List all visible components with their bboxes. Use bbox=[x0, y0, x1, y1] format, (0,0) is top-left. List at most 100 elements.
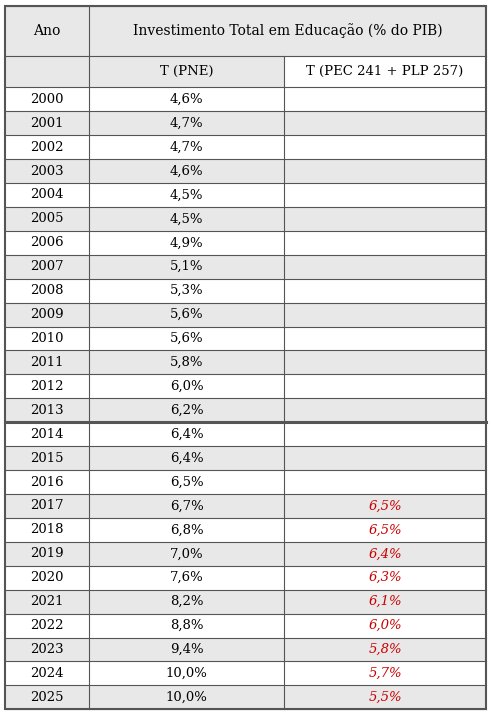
Bar bbox=[284, 302, 486, 327]
Bar bbox=[5, 375, 89, 398]
Text: 2022: 2022 bbox=[30, 619, 64, 632]
Text: 5,8%: 5,8% bbox=[368, 643, 402, 656]
Bar bbox=[5, 590, 89, 613]
Text: 2024: 2024 bbox=[30, 667, 64, 680]
Bar bbox=[284, 183, 486, 207]
Text: 2016: 2016 bbox=[30, 475, 64, 488]
Text: 2021: 2021 bbox=[30, 595, 64, 608]
Text: 5,1%: 5,1% bbox=[170, 260, 203, 273]
Bar bbox=[284, 159, 486, 183]
Bar bbox=[284, 135, 486, 159]
Text: 2003: 2003 bbox=[30, 164, 64, 177]
Bar bbox=[5, 398, 89, 423]
Bar bbox=[284, 542, 486, 566]
Text: 5,5%: 5,5% bbox=[368, 691, 402, 704]
Text: 10,0%: 10,0% bbox=[165, 667, 208, 680]
Bar bbox=[5, 638, 89, 661]
Bar bbox=[89, 470, 284, 494]
Text: 2019: 2019 bbox=[30, 547, 64, 561]
Text: 2013: 2013 bbox=[30, 404, 64, 417]
Bar bbox=[89, 398, 284, 423]
Text: 2015: 2015 bbox=[30, 452, 64, 465]
Bar bbox=[5, 446, 89, 470]
Bar bbox=[89, 566, 284, 590]
Text: 8,8%: 8,8% bbox=[170, 619, 203, 632]
Bar bbox=[89, 423, 284, 446]
Bar bbox=[5, 613, 89, 638]
Text: 5,6%: 5,6% bbox=[170, 308, 203, 321]
Bar bbox=[284, 590, 486, 613]
Bar bbox=[5, 231, 89, 255]
Bar bbox=[5, 686, 89, 709]
Text: 2023: 2023 bbox=[30, 643, 64, 656]
Text: Ano: Ano bbox=[33, 24, 61, 38]
Text: 4,9%: 4,9% bbox=[170, 237, 203, 250]
Bar bbox=[89, 6, 486, 56]
Bar bbox=[89, 56, 284, 87]
Bar bbox=[284, 470, 486, 494]
Bar bbox=[284, 207, 486, 231]
Bar bbox=[284, 494, 486, 518]
Text: 4,5%: 4,5% bbox=[170, 189, 203, 202]
Text: 2012: 2012 bbox=[30, 380, 64, 393]
Bar bbox=[284, 327, 486, 350]
Bar bbox=[284, 255, 486, 279]
Bar bbox=[89, 231, 284, 255]
Text: 6,8%: 6,8% bbox=[170, 523, 203, 536]
Bar bbox=[89, 494, 284, 518]
Text: 6,4%: 6,4% bbox=[170, 428, 203, 440]
Text: 2007: 2007 bbox=[30, 260, 64, 273]
Bar bbox=[5, 661, 89, 686]
Text: 4,7%: 4,7% bbox=[170, 141, 203, 154]
Bar bbox=[89, 542, 284, 566]
Bar bbox=[5, 159, 89, 183]
Bar bbox=[89, 159, 284, 183]
Bar bbox=[89, 135, 284, 159]
Text: T (PEC 241 + PLP 257): T (PEC 241 + PLP 257) bbox=[306, 65, 464, 79]
Bar bbox=[89, 350, 284, 375]
Text: 4,5%: 4,5% bbox=[170, 212, 203, 225]
Bar bbox=[5, 6, 89, 56]
Text: 6,5%: 6,5% bbox=[368, 500, 402, 513]
Bar bbox=[89, 87, 284, 112]
Text: 6,0%: 6,0% bbox=[368, 619, 402, 632]
Bar bbox=[5, 112, 89, 135]
Text: 2000: 2000 bbox=[30, 93, 64, 106]
Bar bbox=[5, 494, 89, 518]
Text: 2018: 2018 bbox=[30, 523, 64, 536]
Text: 9,4%: 9,4% bbox=[170, 643, 203, 656]
Text: 2014: 2014 bbox=[30, 428, 64, 440]
Bar bbox=[5, 135, 89, 159]
Bar bbox=[89, 613, 284, 638]
Bar bbox=[5, 518, 89, 542]
Text: 4,7%: 4,7% bbox=[170, 117, 203, 129]
Bar bbox=[284, 613, 486, 638]
Bar bbox=[5, 207, 89, 231]
Bar bbox=[5, 302, 89, 327]
Bar bbox=[89, 207, 284, 231]
Text: 4,6%: 4,6% bbox=[170, 93, 203, 106]
Text: 6,4%: 6,4% bbox=[368, 547, 402, 561]
Text: 6,5%: 6,5% bbox=[170, 475, 203, 488]
Bar bbox=[284, 446, 486, 470]
Bar bbox=[284, 279, 486, 302]
Bar bbox=[284, 566, 486, 590]
Text: 6,1%: 6,1% bbox=[368, 595, 402, 608]
Text: 6,0%: 6,0% bbox=[170, 380, 203, 393]
Bar bbox=[284, 56, 486, 87]
Bar bbox=[5, 87, 89, 112]
Bar bbox=[5, 279, 89, 302]
Bar bbox=[284, 661, 486, 686]
Bar bbox=[284, 375, 486, 398]
Bar bbox=[284, 350, 486, 375]
Bar bbox=[5, 423, 89, 446]
Bar bbox=[89, 518, 284, 542]
Bar bbox=[284, 398, 486, 423]
Bar bbox=[284, 87, 486, 112]
Text: 5,6%: 5,6% bbox=[170, 332, 203, 345]
Text: 2025: 2025 bbox=[30, 691, 64, 704]
Text: 2006: 2006 bbox=[30, 237, 64, 250]
Bar bbox=[284, 686, 486, 709]
Text: Investimento Total em Educação (% do PIB): Investimento Total em Educação (% do PIB… bbox=[133, 24, 442, 39]
Text: 2004: 2004 bbox=[30, 189, 64, 202]
